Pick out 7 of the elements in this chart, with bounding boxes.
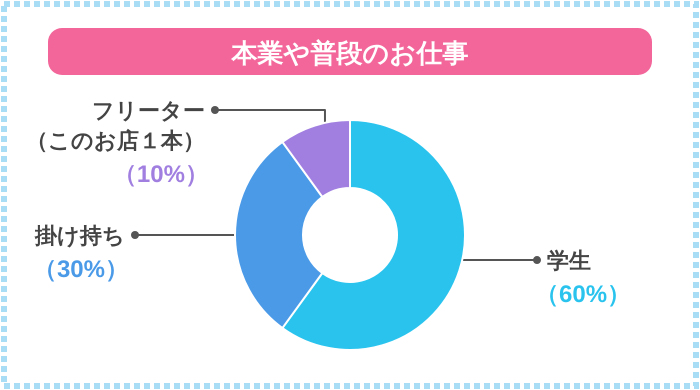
slice-label: 掛け持ち: [34, 223, 125, 248]
data-label: （10%）: [112, 161, 209, 188]
slice-label: フリーター（このお店１本）: [26, 98, 205, 153]
slice-label: 学生: [547, 248, 591, 274]
chart-title: 本業や普段のお仕事: [230, 38, 468, 68]
data-label: （60%）: [535, 281, 632, 308]
data-label: （30%）: [32, 256, 129, 283]
